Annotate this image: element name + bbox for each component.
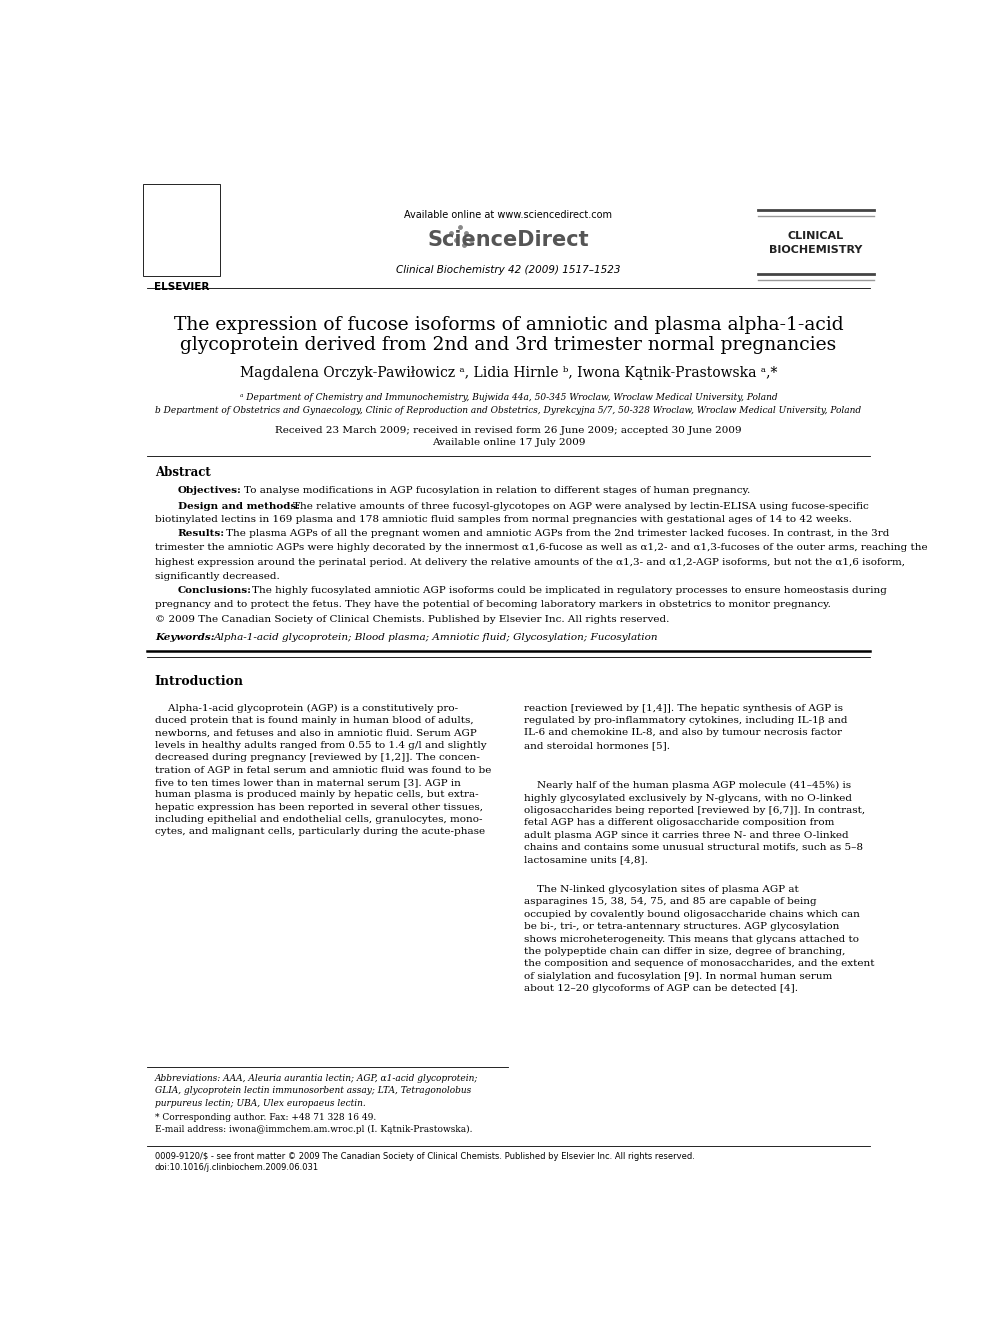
Text: The N-linked glycosylation sites of plasma AGP at
asparagines 15, 38, 54, 75, an: The N-linked glycosylation sites of plas… bbox=[524, 885, 874, 994]
Text: Nearly half of the human plasma AGP molecule (41–45%) is
highly glycosylated exc: Nearly half of the human plasma AGP mole… bbox=[524, 781, 865, 864]
Text: Objectives:: Objectives: bbox=[178, 487, 242, 495]
Text: b Department of Obstetrics and Gynaecology, Clinic of Reproduction and Obstetric: b Department of Obstetrics and Gynaecolo… bbox=[156, 406, 861, 415]
Bar bbox=[143, 184, 220, 277]
Text: Magdalena Orczyk-Pawiłowicz ᵃ, Lidia Hirnle ᵇ, Iwona Kątnik-Prastowska ᵃ,*: Magdalena Orczyk-Pawiłowicz ᵃ, Lidia Hir… bbox=[240, 365, 777, 380]
Text: glycoprotein derived from 2nd and 3rd trimester normal pregnancies: glycoprotein derived from 2nd and 3rd tr… bbox=[181, 336, 836, 355]
Text: The expression of fucose isoforms of amniotic and plasma alpha-1-acid: The expression of fucose isoforms of amn… bbox=[174, 316, 843, 333]
Text: biotinylated lectins in 169 plasma and 178 amniotic fluid samples from normal pr: biotinylated lectins in 169 plasma and 1… bbox=[155, 515, 851, 524]
Text: Clinical Biochemistry 42 (2009) 1517–1523: Clinical Biochemistry 42 (2009) 1517–152… bbox=[396, 265, 621, 275]
Text: * Corresponding author. Fax: +48 71 328 16 49.: * Corresponding author. Fax: +48 71 328 … bbox=[155, 1113, 376, 1122]
Text: Available online 17 July 2009: Available online 17 July 2009 bbox=[432, 438, 585, 447]
Text: trimester the amniotic AGPs were highly decorated by the innermost α1,6-fucose a: trimester the amniotic AGPs were highly … bbox=[155, 544, 928, 553]
Text: significantly decreased.: significantly decreased. bbox=[155, 572, 280, 581]
Text: E-mail address: iwona@immchem.am.wroc.pl (I. Kątnik-Prastowska).: E-mail address: iwona@immchem.am.wroc.pl… bbox=[155, 1125, 472, 1134]
Text: pregnancy and to protect the fetus. They have the potential of becoming laborato: pregnancy and to protect the fetus. They… bbox=[155, 601, 830, 610]
Text: To analyse modifications in AGP fucosylation in relation to different stages of : To analyse modifications in AGP fucosyla… bbox=[244, 487, 750, 495]
Text: doi:10.1016/j.clinbiochem.2009.06.031: doi:10.1016/j.clinbiochem.2009.06.031 bbox=[155, 1163, 318, 1172]
Text: reaction [reviewed by [1,4]]. The hepatic synthesis of AGP is
regulated by pro-i: reaction [reviewed by [1,4]]. The hepati… bbox=[524, 704, 847, 750]
Text: The relative amounts of three fucosyl-glycotopes on AGP were analysed by lectin-: The relative amounts of three fucosyl-gl… bbox=[294, 501, 869, 511]
Text: © 2009 The Canadian Society of Clinical Chemists. Published by Elsevier Inc. All: © 2009 The Canadian Society of Clinical … bbox=[155, 615, 670, 623]
Text: Available online at www.sciencedirect.com: Available online at www.sciencedirect.co… bbox=[405, 210, 612, 220]
Text: Abstract: Abstract bbox=[155, 466, 210, 479]
Text: ScienceDirect: ScienceDirect bbox=[428, 230, 589, 250]
Text: highest expression around the perinatal period. At delivery the relative amounts: highest expression around the perinatal … bbox=[155, 558, 905, 566]
Text: 0009-9120/$ - see front matter © 2009 The Canadian Society of Clinical Chemists.: 0009-9120/$ - see front matter © 2009 Th… bbox=[155, 1151, 694, 1160]
Text: Conclusions:: Conclusions: bbox=[178, 586, 252, 595]
Text: Results:: Results: bbox=[178, 529, 225, 538]
Text: The highly fucosylated amniotic AGP isoforms could be implicated in regulatory p: The highly fucosylated amniotic AGP isof… bbox=[252, 586, 887, 595]
Text: Keywords:: Keywords: bbox=[155, 632, 214, 642]
Text: ELSEVIER: ELSEVIER bbox=[154, 282, 209, 292]
Text: Design and methods:: Design and methods: bbox=[178, 501, 300, 511]
Text: The plasma AGPs of all the pregnant women and amniotic AGPs from the 2nd trimest: The plasma AGPs of all the pregnant wome… bbox=[226, 529, 890, 538]
Text: CLINICAL
BIOCHEMISTRY: CLINICAL BIOCHEMISTRY bbox=[769, 232, 863, 255]
Text: Alpha-1-acid glycoprotein; Blood plasma; Amniotic fluid; Glycosylation; Fucosyla: Alpha-1-acid glycoprotein; Blood plasma;… bbox=[214, 632, 659, 642]
Text: purpureus lectin; UBA, Ulex europaeus lectin.: purpureus lectin; UBA, Ulex europaeus le… bbox=[155, 1098, 365, 1107]
Text: Abbreviations: AAA, Aleuria aurantia lectin; AGP, α1-acid glycoprotein;: Abbreviations: AAA, Aleuria aurantia lec… bbox=[155, 1074, 478, 1084]
Text: Introduction: Introduction bbox=[155, 675, 244, 688]
Text: Received 23 March 2009; received in revised form 26 June 2009; accepted 30 June : Received 23 March 2009; received in revi… bbox=[275, 426, 742, 435]
Text: Alpha-1-acid glycoprotein (AGP) is a constitutively pro-
duced protein that is f: Alpha-1-acid glycoprotein (AGP) is a con… bbox=[155, 704, 491, 836]
Text: GLIA, glycoprotein lectin immunosorbent assay; LTA, Tetragonolobus: GLIA, glycoprotein lectin immunosorbent … bbox=[155, 1086, 471, 1095]
Text: ᵃ Department of Chemistry and Immunochemistry, Bujwida 44a, 50-345 Wroclaw, Wroc: ᵃ Department of Chemistry and Immunochem… bbox=[240, 393, 777, 402]
